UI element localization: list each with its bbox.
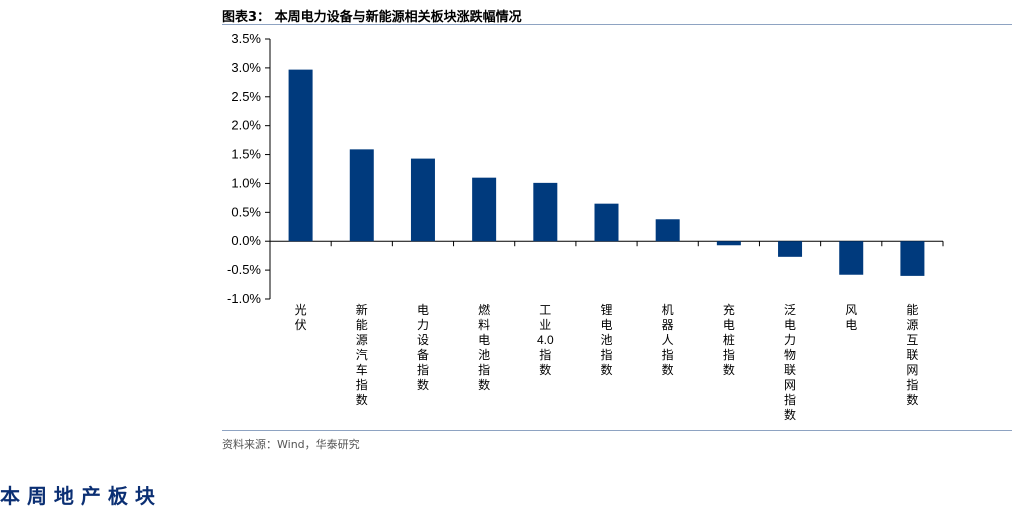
y-tick-label: 1.0% [231,175,261,190]
bar [533,182,558,242]
figure-title: 图表3： 本周电力设备与新能源相关板块涨跌幅情况 [222,10,522,25]
bar [410,158,435,242]
x-tick-label: 燃料电池指数 [478,302,490,392]
x-tick-label: 电力设备指数 [417,303,429,392]
section-heading: 本 周 地 产 板 块 [0,484,155,508]
x-tick-label: 光伏 [295,303,307,332]
bar [655,219,680,242]
y-tick-label: 2.0% [231,118,261,133]
title-rule [222,24,1012,25]
y-tick-label: 3.5% [231,31,261,46]
x-tick-label: 充电桩指数 [723,302,735,377]
y-tick-label: -1.0% [227,291,261,306]
y-tick-label: 0.5% [231,204,261,219]
x-tick-label: 新能源汽车指数 [356,302,368,407]
y-tick-label: -0.5% [227,262,261,277]
y-tick-label: 2.5% [231,89,261,104]
bar-chart: 3.5% 3.0% 2.5% 2.0% 1.5% 1.0% 0.5% 0.0% -0.5% -1.… [227,31,944,422]
bar [349,149,374,242]
bar [288,69,313,242]
y-tick-label: 0.0% [231,233,261,248]
x-tick-label: 风电 [845,303,857,332]
y-tick-label: 1.5% [231,147,261,162]
bar [900,241,925,276]
x-tick-label: 锂电池指数 [600,302,612,377]
x-tick-label: 能源互联网指数 [906,303,918,407]
x-tick-label: 泛电力物联网指数 [784,303,796,422]
bar [716,241,741,246]
bar [839,241,864,275]
y-tick-label: 3.0% [231,60,261,75]
bar [778,241,803,257]
source-note: 资料来源：Wind，华泰研究 [222,438,360,451]
x-tick-label: 机器人指数 [662,303,674,377]
bar [594,203,619,242]
x-tick-label: 工业 4.0 指数 [537,303,554,377]
bar [472,177,497,242]
source-rule [222,430,1012,431]
